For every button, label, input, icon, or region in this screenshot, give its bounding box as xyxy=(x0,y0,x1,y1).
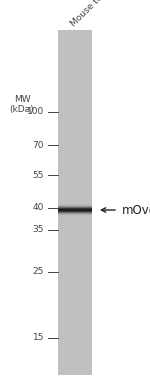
Bar xyxy=(58,210,92,211)
Text: MW
(kDa): MW (kDa) xyxy=(10,95,34,114)
Bar xyxy=(58,202,92,203)
Bar xyxy=(58,216,92,217)
Text: 25: 25 xyxy=(33,268,44,276)
Bar xyxy=(58,30,92,375)
Text: 70: 70 xyxy=(33,141,44,149)
Text: 55: 55 xyxy=(33,170,44,179)
Bar xyxy=(58,212,92,213)
Bar xyxy=(58,203,92,204)
Bar xyxy=(58,211,92,212)
Text: 35: 35 xyxy=(33,225,44,235)
Text: 15: 15 xyxy=(33,333,44,343)
Text: Mouse testis: Mouse testis xyxy=(69,0,115,28)
Bar xyxy=(58,206,92,207)
Text: 40: 40 xyxy=(33,204,44,212)
Bar xyxy=(58,213,92,214)
Bar xyxy=(58,209,92,210)
Bar xyxy=(58,215,92,216)
Bar xyxy=(58,207,92,208)
Bar xyxy=(58,204,92,205)
Text: 100: 100 xyxy=(27,108,44,116)
Bar xyxy=(58,208,92,209)
Bar xyxy=(58,205,92,206)
Bar xyxy=(58,214,92,215)
Bar xyxy=(58,217,92,218)
Text: mOvo2: mOvo2 xyxy=(122,204,150,217)
